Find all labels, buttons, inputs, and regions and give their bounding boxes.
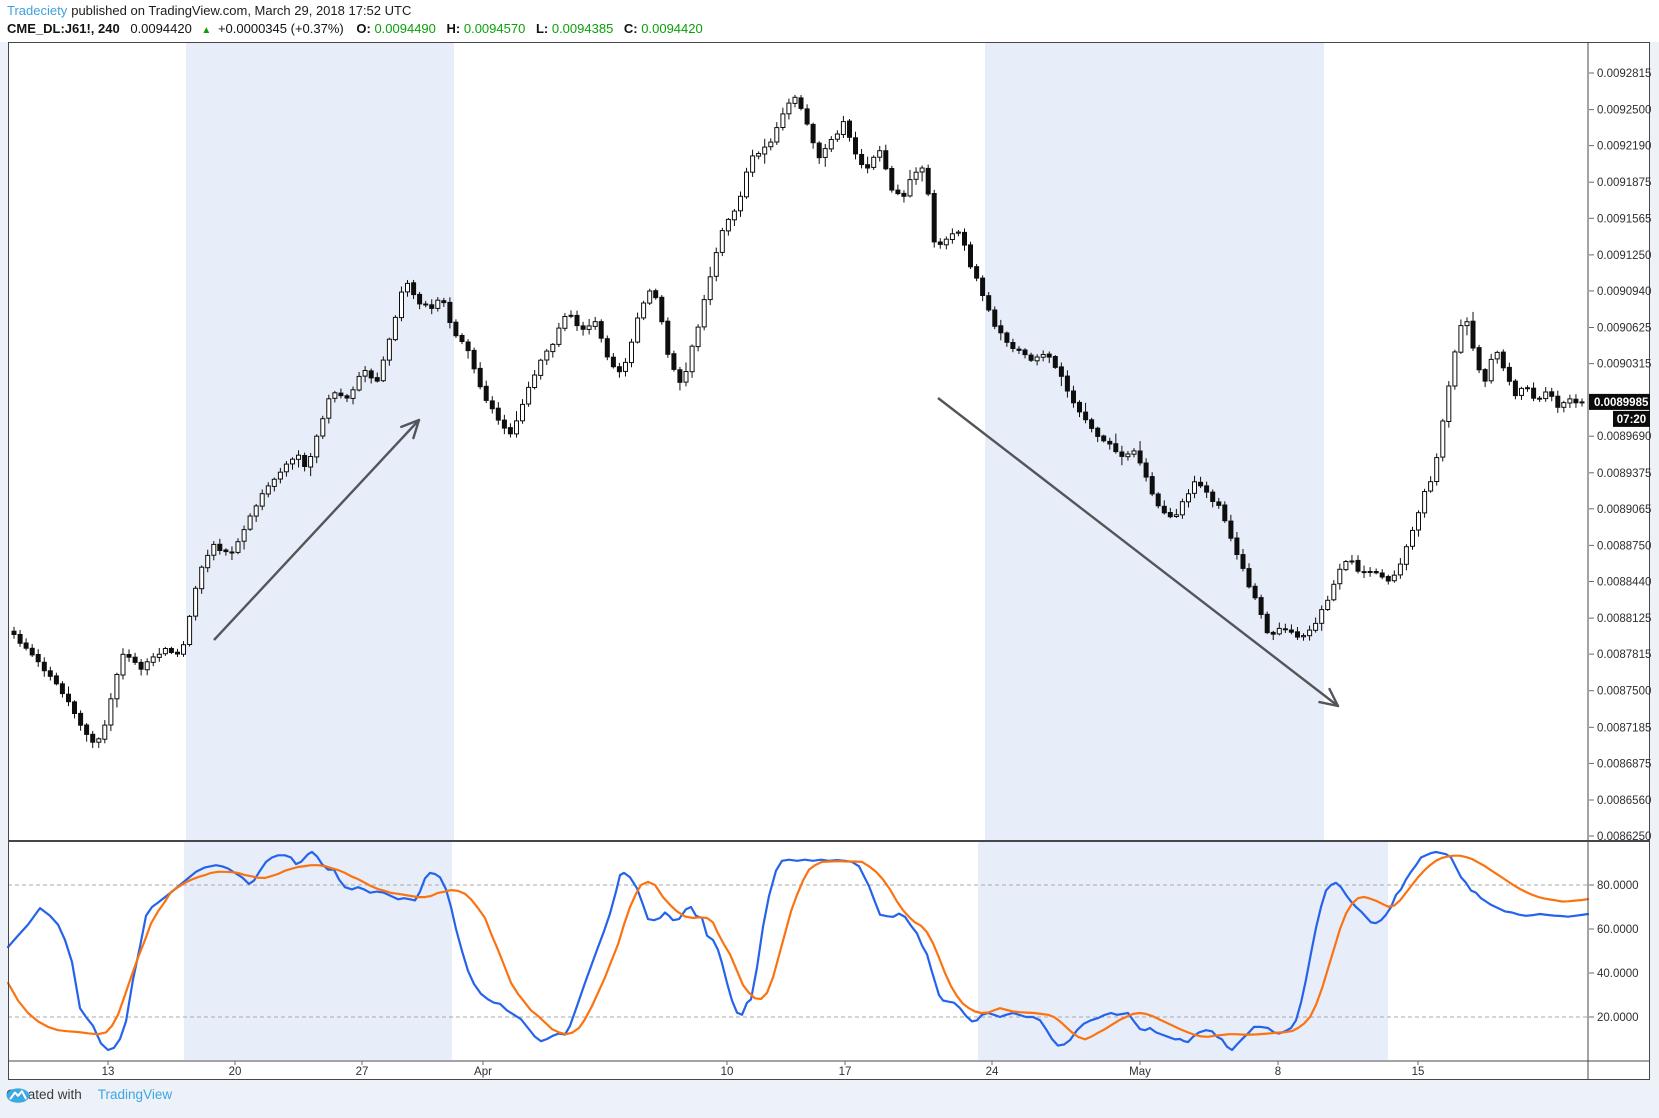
stochastic-series xyxy=(6,850,1590,1052)
price-tick-label: 0.0086250 xyxy=(1597,831,1651,843)
countdown-label: 07:20 xyxy=(1617,414,1646,426)
time-tick-label: 10 xyxy=(721,1066,734,1078)
last-price: 0.0094420 xyxy=(130,21,192,36)
price-axis: 0.0092815 0.0092500 0.0092190 0.0091875 0.00… xyxy=(1589,68,1651,843)
trend-arrow-2 xyxy=(937,397,1340,708)
price-highlight-band xyxy=(186,43,454,840)
trend-arrows xyxy=(213,397,1340,708)
price-tick-label: 0.0088750 xyxy=(1597,540,1651,552)
time-tick-label: 24 xyxy=(986,1066,999,1078)
close-value: 0.0094420 xyxy=(641,21,703,36)
time-tick-label: 8 xyxy=(1275,1066,1281,1078)
oscillator-levels xyxy=(8,884,1588,1018)
price-tick-label: 0.0092190 xyxy=(1597,141,1651,153)
author-link[interactable]: Tradeciety xyxy=(7,3,68,18)
candles xyxy=(11,94,1585,749)
price-tick-label: 0.0087185 xyxy=(1597,722,1651,734)
price-tick-label: 0.0092500 xyxy=(1597,105,1651,117)
time-tick-label: 17 xyxy=(839,1066,852,1078)
credit-line: Tradeciety published on TradingView.com, … xyxy=(7,3,411,18)
high-value: 0.0094570 xyxy=(463,21,526,36)
oscillator-highlight-band xyxy=(184,842,452,1060)
price-tick-label: 0.0088440 xyxy=(1597,577,1651,589)
price-tick-label: 0.0091875 xyxy=(1597,177,1651,189)
low-label: L: xyxy=(535,21,549,36)
last-price-marker: 0.0089985 07:20 xyxy=(1589,393,1650,427)
price-tick-label: 0.0092815 xyxy=(1597,68,1651,80)
price-highlight-band xyxy=(985,43,1324,840)
time-tick-label: 20 xyxy=(229,1066,242,1078)
price-tick-label: 0.0086560 xyxy=(1597,795,1651,807)
time-tick-label: Apr xyxy=(474,1066,492,1078)
oscillator-axis: 80.0000 60.0000 40.0000 20.0000 xyxy=(1589,880,1639,1024)
price-tick-label: 0.0087815 xyxy=(1597,649,1651,661)
close-label: C: xyxy=(623,21,638,36)
time-tick-label: 13 xyxy=(102,1066,115,1078)
oscillator-tick-label: 20.0000 xyxy=(1597,1012,1639,1024)
price-tick-label: 0.0089065 xyxy=(1597,504,1651,516)
price-tick-label: 0.0086875 xyxy=(1597,758,1651,770)
oscillator-tick-label: 40.0000 xyxy=(1597,968,1639,980)
time-tick-label: 15 xyxy=(1412,1066,1425,1078)
borders xyxy=(8,42,1650,1080)
time-axis: 13 20 27 Apr 10 17 24 May 8 15 xyxy=(102,1061,1425,1078)
high-label: H: xyxy=(446,21,461,36)
open-label: O: xyxy=(356,21,371,36)
oscillator-tick-label: 60.0000 xyxy=(1597,924,1639,936)
price-tick-label: 0.0091250 xyxy=(1597,250,1651,262)
symbol-name[interactable]: CME_DL:J61!, 240 xyxy=(7,21,120,36)
trend-arrow-1 xyxy=(213,418,421,641)
symbol-line: CME_DL:J61!, 240 0.0094420 ▲ +0.0000345 … xyxy=(7,21,710,36)
time-tick-label: 27 xyxy=(356,1066,369,1078)
low-value: 0.0094385 xyxy=(551,21,614,36)
oscillator-highlight-band xyxy=(978,842,1388,1060)
up-triangle-icon: ▲ xyxy=(201,25,212,36)
footer-credit: Created with TradingView xyxy=(6,1087,173,1103)
price-tick-label: 0.0091565 xyxy=(1597,213,1651,225)
oscillator-tick-label: 80.0000 xyxy=(1597,880,1639,892)
stoch-line-D xyxy=(6,854,1590,1041)
tradingview-link[interactable]: TradingView xyxy=(97,1087,173,1102)
open-value: 0.0094490 xyxy=(374,21,436,36)
highlight-bands xyxy=(184,43,1388,1060)
price-tick-label: 0.0087500 xyxy=(1597,686,1651,698)
price-change: +0.0000345 (+0.37%) xyxy=(217,21,344,36)
price-tick-label: 0.0090315 xyxy=(1597,359,1651,371)
price-tick-label: 0.0088125 xyxy=(1597,613,1651,625)
last-price-label: 0.0089985 xyxy=(1594,397,1649,409)
time-tick-label: May xyxy=(1129,1066,1151,1078)
price-tick-label: 0.0089690 xyxy=(1597,431,1651,443)
credit-text: published on TradingView.com, March 29, … xyxy=(71,3,412,18)
price-tick-label: 0.0089375 xyxy=(1597,468,1651,480)
header: Tradeciety published on TradingView.com, … xyxy=(0,0,1659,42)
price-tick-label: 0.0090625 xyxy=(1597,323,1651,335)
price-tick-label: 0.0090940 xyxy=(1597,286,1651,298)
